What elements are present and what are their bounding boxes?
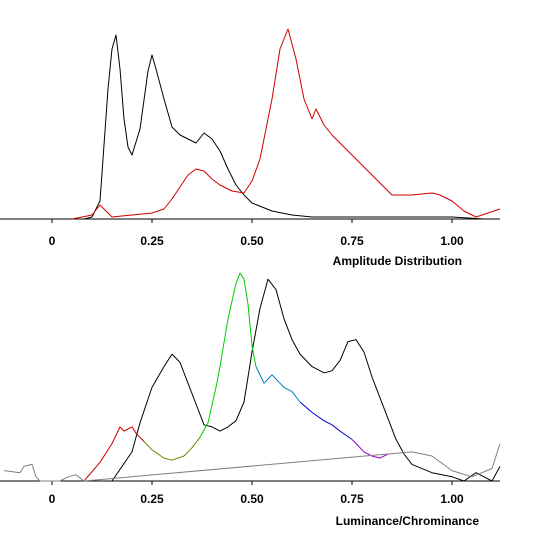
amplitude-tick-label: 0	[49, 234, 56, 248]
luminance-series-line-2	[143, 436, 201, 461]
amplitude-tick-label: 0.75	[340, 234, 364, 248]
luminance-series-line-4	[255, 366, 301, 403]
luminance-axis-label: Luminance/Chrominance	[336, 514, 480, 528]
luminance-tick-label: 1.00	[440, 492, 464, 506]
amplitude-series-line-1	[71, 28, 501, 220]
amplitude-tick-label: 0.50	[240, 234, 264, 248]
luminance-series	[3, 272, 501, 482]
luminance-series-line-3	[199, 272, 257, 438]
amplitude-series-line-0	[83, 34, 485, 220]
luminance-tick-label: 0	[49, 492, 56, 506]
amplitude-axis-label: Amplitude Distribution	[333, 254, 462, 268]
luminance-ticks: 0 0.25 0.50 0.75 1.00	[49, 481, 464, 506]
luminance-series-line-7	[3, 443, 501, 482]
amplitude-series	[71, 28, 501, 220]
luminance-series-line-1	[83, 426, 145, 482]
amplitude-tick-label: 0.25	[140, 234, 164, 248]
luminance-tick-label: 0.75	[340, 492, 364, 506]
luminance-series-line-6	[351, 439, 389, 459]
amplitude-tick-label: 1.00	[440, 234, 464, 248]
luminance-series-line-5	[299, 401, 353, 440]
luminance-tick-label: 0.50	[240, 492, 264, 506]
amplitude-panel: 0 0.25 0.50 0.75 1.00 Amplitude Distribution	[0, 28, 501, 268]
luminance-series-line-0	[111, 278, 501, 482]
luminance-panel: 0 0.25 0.50 0.75 1.00 Luminance/Chrominance	[0, 272, 501, 528]
luminance-tick-label: 0.25	[140, 492, 164, 506]
amplitude-ticks: 0 0.25 0.50 0.75 1.00	[49, 219, 464, 248]
